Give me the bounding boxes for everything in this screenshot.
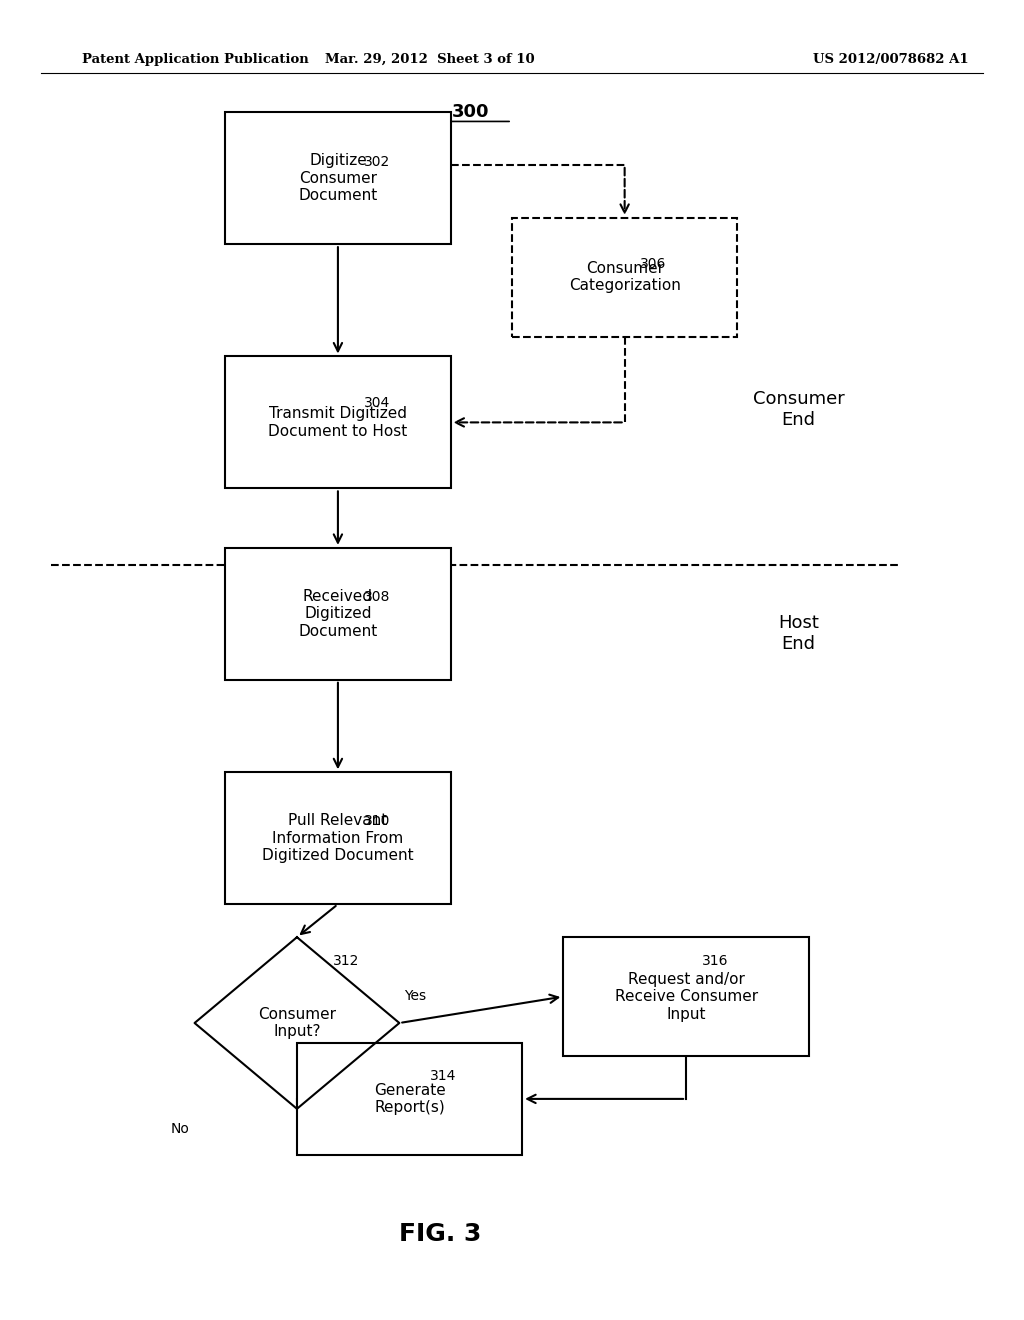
Text: Generate
Report(s): Generate Report(s)	[374, 1082, 445, 1115]
FancyBboxPatch shape	[297, 1043, 522, 1155]
Text: No: No	[171, 1122, 189, 1137]
Text: 316: 316	[701, 954, 728, 968]
Text: 300: 300	[453, 103, 489, 121]
Text: FIG. 3: FIG. 3	[399, 1222, 481, 1246]
Text: Patent Application Publication: Patent Application Publication	[82, 53, 308, 66]
Text: Pull Relevant
Information From
Digitized Document: Pull Relevant Information From Digitized…	[262, 813, 414, 863]
Text: US 2012/0078682 A1: US 2012/0078682 A1	[813, 53, 969, 66]
Text: Consumer
Categorization: Consumer Categorization	[568, 261, 681, 293]
Text: Mar. 29, 2012  Sheet 3 of 10: Mar. 29, 2012 Sheet 3 of 10	[326, 53, 535, 66]
Text: Received
Digitized
Document: Received Digitized Document	[298, 589, 378, 639]
Text: 308: 308	[364, 590, 390, 603]
Text: Host
End: Host End	[778, 614, 819, 653]
Text: 306: 306	[640, 257, 667, 271]
Text: 314: 314	[430, 1069, 457, 1082]
FancyBboxPatch shape	[225, 772, 451, 904]
FancyBboxPatch shape	[512, 218, 737, 337]
FancyBboxPatch shape	[225, 548, 451, 680]
FancyBboxPatch shape	[225, 356, 451, 488]
Text: Yes: Yes	[404, 989, 427, 1003]
Text: Consumer
End: Consumer End	[753, 389, 845, 429]
Text: Transmit Digitized
Document to Host: Transmit Digitized Document to Host	[268, 407, 408, 438]
Text: 312: 312	[333, 954, 359, 968]
Text: Request and/or
Receive Consumer
Input: Request and/or Receive Consumer Input	[614, 972, 758, 1022]
FancyBboxPatch shape	[563, 937, 809, 1056]
FancyBboxPatch shape	[225, 112, 451, 244]
Text: 302: 302	[364, 156, 390, 169]
Text: Digitize
Consumer
Document: Digitize Consumer Document	[298, 153, 378, 203]
Text: 304: 304	[364, 396, 390, 409]
Text: Consumer
Input?: Consumer Input?	[258, 1007, 336, 1039]
Polygon shape	[195, 937, 399, 1109]
Text: 310: 310	[364, 814, 390, 828]
